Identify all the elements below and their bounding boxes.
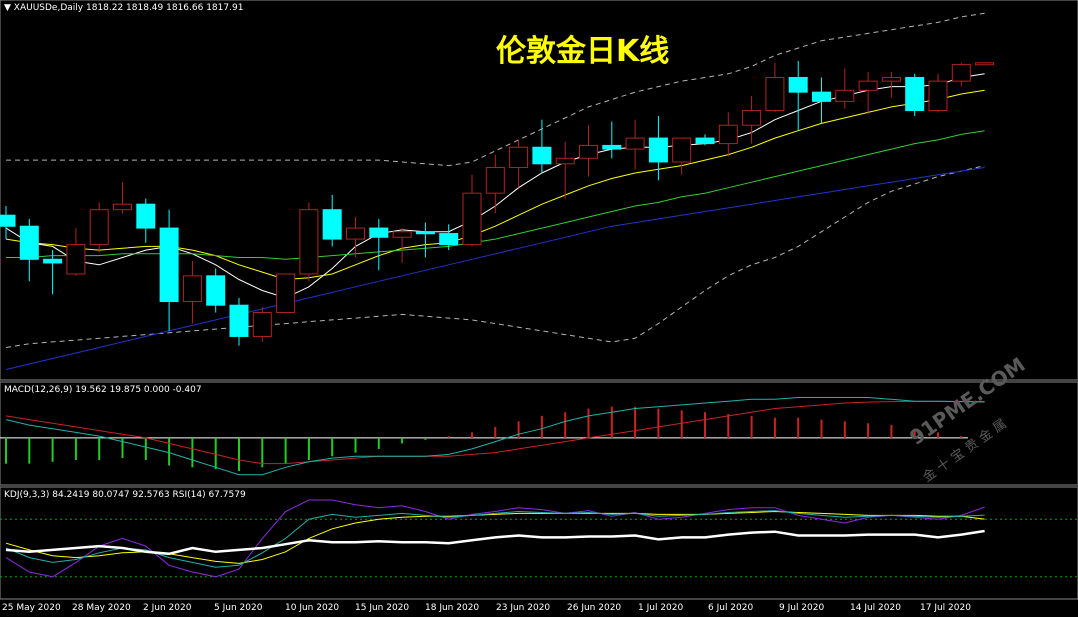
candle-body xyxy=(695,137,715,145)
candle-body xyxy=(346,227,365,240)
kdj-j-line xyxy=(5,499,985,578)
candle-body xyxy=(439,233,459,246)
candle-body xyxy=(113,203,132,211)
x-date-label: 5 Jun 2020 xyxy=(214,603,263,613)
macd-panel-frame xyxy=(0,381,1078,486)
main-candles-layer xyxy=(0,12,995,370)
x-date-label: 17 Jul 2020 xyxy=(920,603,971,613)
x-date-label: 1 Jul 2020 xyxy=(638,603,684,613)
candle-body xyxy=(392,231,412,238)
candle-body xyxy=(415,231,435,235)
x-date-label: 28 May 2020 xyxy=(72,603,131,613)
x-date-label: 15 Jun 2020 xyxy=(355,603,410,613)
x-date-label: 14 Jul 2020 xyxy=(850,603,901,613)
band-lower xyxy=(5,165,985,348)
x-date-label: 23 Jun 2020 xyxy=(496,603,551,613)
candle-body xyxy=(532,146,552,165)
band-upper xyxy=(6,12,985,167)
candle-body xyxy=(43,258,63,264)
overlay-title: 伦敦金日K线 xyxy=(496,34,670,69)
macd-signal-line xyxy=(5,400,985,465)
candle-body xyxy=(579,144,598,159)
candle-body xyxy=(555,157,575,165)
candle-body xyxy=(485,166,505,194)
candle-body xyxy=(136,203,156,229)
candle-body xyxy=(276,273,296,314)
candle-body xyxy=(765,76,785,112)
kdj-header: KDJ(9,3,3) 84.2419 80.0747 92.5763 RSI(1… xyxy=(4,490,246,500)
main-panel-frame xyxy=(0,0,1078,381)
x-date-label: 26 Jun 2020 xyxy=(567,603,622,613)
candle-body xyxy=(89,209,109,246)
candle-body xyxy=(951,64,971,82)
x-date-label: 2 Jun 2020 xyxy=(143,603,192,613)
main-header-text: XAUUSDe,Daily 1818.22 1818.49 1816.66 18… xyxy=(13,3,244,13)
kdj-layer xyxy=(0,499,1078,578)
main-header: ▼ XAUUSDe,Daily 1818.22 1818.49 1816.66 … xyxy=(4,3,243,13)
candle-body xyxy=(928,80,948,112)
candle-body xyxy=(182,275,202,303)
candle-body xyxy=(229,304,249,337)
candle-body xyxy=(975,62,995,66)
candle-body xyxy=(835,89,855,102)
candle-body xyxy=(19,225,39,260)
x-date-label: 6 Jul 2020 xyxy=(708,603,754,613)
candle-body xyxy=(881,76,901,82)
candle-body xyxy=(625,137,645,150)
candle-body xyxy=(322,209,342,240)
candle-body xyxy=(66,244,86,275)
candle-body xyxy=(788,76,808,93)
x-date-label: 10 Jun 2020 xyxy=(285,603,340,613)
candle-body xyxy=(812,91,831,102)
candle-body xyxy=(905,76,925,112)
candle-body xyxy=(369,227,389,238)
candle-body xyxy=(858,80,878,91)
candle-body xyxy=(509,146,529,168)
candle-body xyxy=(672,137,692,163)
candle-body xyxy=(742,110,762,126)
rsi-line xyxy=(5,529,985,556)
candle-body xyxy=(252,312,272,337)
macd-layer xyxy=(0,397,985,476)
candle-body xyxy=(602,144,622,150)
kdj-panel-frame xyxy=(0,486,1078,600)
candle-body xyxy=(648,137,668,163)
candle-body xyxy=(718,124,738,145)
candle-body xyxy=(299,209,319,275)
candle-body xyxy=(462,192,482,246)
macd-main-line xyxy=(5,397,985,476)
candle-body xyxy=(159,227,179,303)
x-date-label: 25 May 2020 xyxy=(2,603,61,613)
candle-body xyxy=(0,214,16,227)
candle-body xyxy=(206,275,226,306)
macd-header: MACD(12,26,9) 19.562 19.875 0.000 -0.407 xyxy=(4,385,202,395)
collapse-triangle-icon[interactable]: ▼ xyxy=(4,3,14,13)
x-date-label: 9 Jul 2020 xyxy=(779,603,825,613)
x-date-label: 18 Jun 2020 xyxy=(425,603,480,613)
kdj-k-line xyxy=(5,510,985,568)
